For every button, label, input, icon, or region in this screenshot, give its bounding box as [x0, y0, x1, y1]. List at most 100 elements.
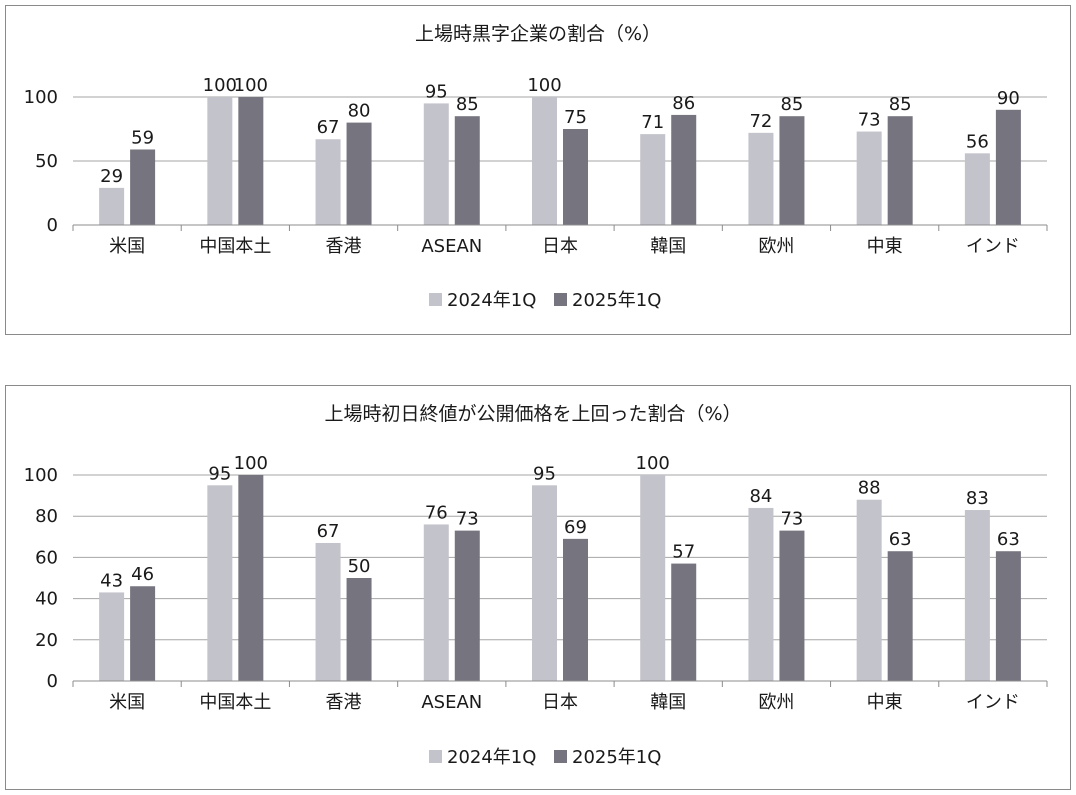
data-label: 73 — [780, 509, 803, 530]
data-label: 73 — [456, 509, 479, 530]
x-tick-label: 韓国 — [650, 692, 686, 713]
bar-2025 — [238, 97, 264, 225]
bar-2025 — [995, 109, 1021, 225]
data-label: 75 — [564, 107, 587, 128]
bar-2025 — [454, 530, 480, 681]
x-tick-label: 日本 — [542, 236, 578, 257]
legend-label: 2025年1Q — [572, 290, 661, 311]
data-label: 46 — [131, 564, 154, 585]
x-tick-label: 中国本土 — [199, 236, 271, 257]
bar-2025 — [779, 116, 805, 225]
x-tick-label: 韓国 — [650, 236, 686, 257]
x-tick-label: 欧州 — [758, 236, 794, 257]
x-tick-label: 中東 — [867, 236, 903, 257]
data-label: 63 — [997, 529, 1020, 550]
bar-2024 — [640, 475, 666, 681]
bar-2024 — [748, 132, 774, 225]
legend-label: 2024年1Q — [447, 290, 536, 311]
chart-panel-first-day-ratio: 上場時初日終値が公開価格を上回った割合（%） 0 20 40 60 80 100 43 46 米国… — [5, 385, 1071, 790]
data-label: 100 — [636, 453, 670, 474]
bar-2025 — [563, 129, 588, 225]
bar-2025 — [995, 551, 1021, 681]
data-label: 95 — [533, 463, 556, 484]
data-label: 100 — [234, 75, 268, 96]
bar-2025 — [346, 122, 372, 225]
data-label: 95 — [208, 463, 231, 484]
data-label: 57 — [672, 542, 695, 563]
bar-2024 — [856, 131, 882, 225]
data-label: 83 — [966, 488, 989, 509]
data-label: 63 — [889, 529, 912, 550]
y-tick-label: 20 — [35, 630, 58, 651]
data-label: 69 — [564, 517, 587, 538]
bar-2025 — [671, 114, 697, 225]
data-label: 84 — [749, 486, 772, 507]
chart-first-day-ratio: 上場時初日終値が公開価格を上回った割合（%） 0 20 40 60 80 100 43 46 米国… — [24, 403, 1048, 768]
bar-2025 — [454, 116, 480, 225]
legend-swatch — [554, 293, 567, 306]
data-label: 73 — [858, 110, 881, 131]
legend-swatch — [554, 750, 567, 763]
bar-2024 — [640, 134, 666, 225]
x-tick-label: ASEAN — [421, 692, 482, 713]
bar-2024 — [423, 524, 449, 681]
x-tick-label: ASEAN — [421, 236, 482, 257]
data-label: 85 — [780, 94, 803, 115]
bar-2024 — [964, 510, 990, 681]
y-tick-label: 50 — [35, 151, 58, 172]
data-label: 50 — [348, 556, 371, 577]
bar-2024 — [748, 507, 774, 681]
bar-2024 — [207, 97, 233, 225]
x-tick-label: 欧州 — [758, 692, 794, 713]
data-label: 43 — [100, 570, 123, 591]
bar-2024 — [315, 542, 341, 681]
y-tick-label: 0 — [47, 671, 58, 692]
y-tick-label: 40 — [35, 589, 58, 610]
bar-2025 — [671, 563, 697, 681]
data-label: 86 — [672, 93, 695, 114]
bar-2025 — [887, 551, 913, 681]
legend-label: 2024年1Q — [447, 747, 536, 768]
chart-title: 上場時黒字企業の割合（%） — [415, 23, 661, 45]
y-tick-label: 100 — [24, 87, 58, 108]
data-label: 95 — [425, 81, 448, 102]
bar-2024 — [856, 499, 882, 681]
bar-2024 — [99, 187, 125, 225]
chart-panel-profitable-ratio: 上場時黒字企業の割合（%） 0 50 100 29 59 米国 100 100 中国本土 67 80 香… — [5, 5, 1071, 335]
bar-2025 — [130, 149, 156, 225]
legend-swatch — [429, 293, 442, 306]
data-label: 29 — [100, 166, 123, 187]
chart-title: 上場時初日終値が公開価格を上回った割合（%） — [324, 403, 741, 425]
y-tick-label: 60 — [35, 547, 58, 568]
x-tick-label: 中国本土 — [199, 692, 271, 713]
bar-2025 — [238, 475, 264, 681]
legend-swatch — [429, 750, 442, 763]
legend-label: 2025年1Q — [572, 747, 661, 768]
bar-2024 — [532, 97, 557, 225]
data-label: 85 — [456, 94, 479, 115]
data-label: 59 — [131, 127, 154, 148]
bar-2024 — [964, 153, 990, 225]
data-label: 76 — [425, 502, 448, 523]
x-tick-label: 米国 — [109, 236, 145, 257]
y-tick-label: 80 — [35, 506, 58, 527]
x-tick-label: 香港 — [326, 236, 362, 257]
x-tick-label: インド — [966, 236, 1020, 257]
bar-2025 — [130, 586, 156, 681]
x-tick-label: 中東 — [867, 692, 903, 713]
data-label: 67 — [317, 117, 340, 138]
data-label: 100 — [234, 453, 268, 474]
bar-2025 — [563, 538, 588, 681]
x-tick-label: 米国 — [109, 692, 145, 713]
bar-2025 — [346, 578, 372, 681]
y-tick-label: 0 — [47, 215, 58, 236]
data-label: 85 — [889, 94, 912, 115]
bar-2024 — [532, 485, 557, 681]
data-label: 100 — [203, 75, 237, 96]
x-tick-label: 香港 — [326, 692, 362, 713]
x-tick-label: 日本 — [542, 692, 578, 713]
bar-2024 — [99, 592, 125, 681]
chart-profitable-ratio: 上場時黒字企業の割合（%）0501002959米国100100中国本土6780香… — [24, 23, 1048, 311]
data-label: 88 — [858, 478, 881, 499]
bar-2024 — [207, 485, 233, 681]
